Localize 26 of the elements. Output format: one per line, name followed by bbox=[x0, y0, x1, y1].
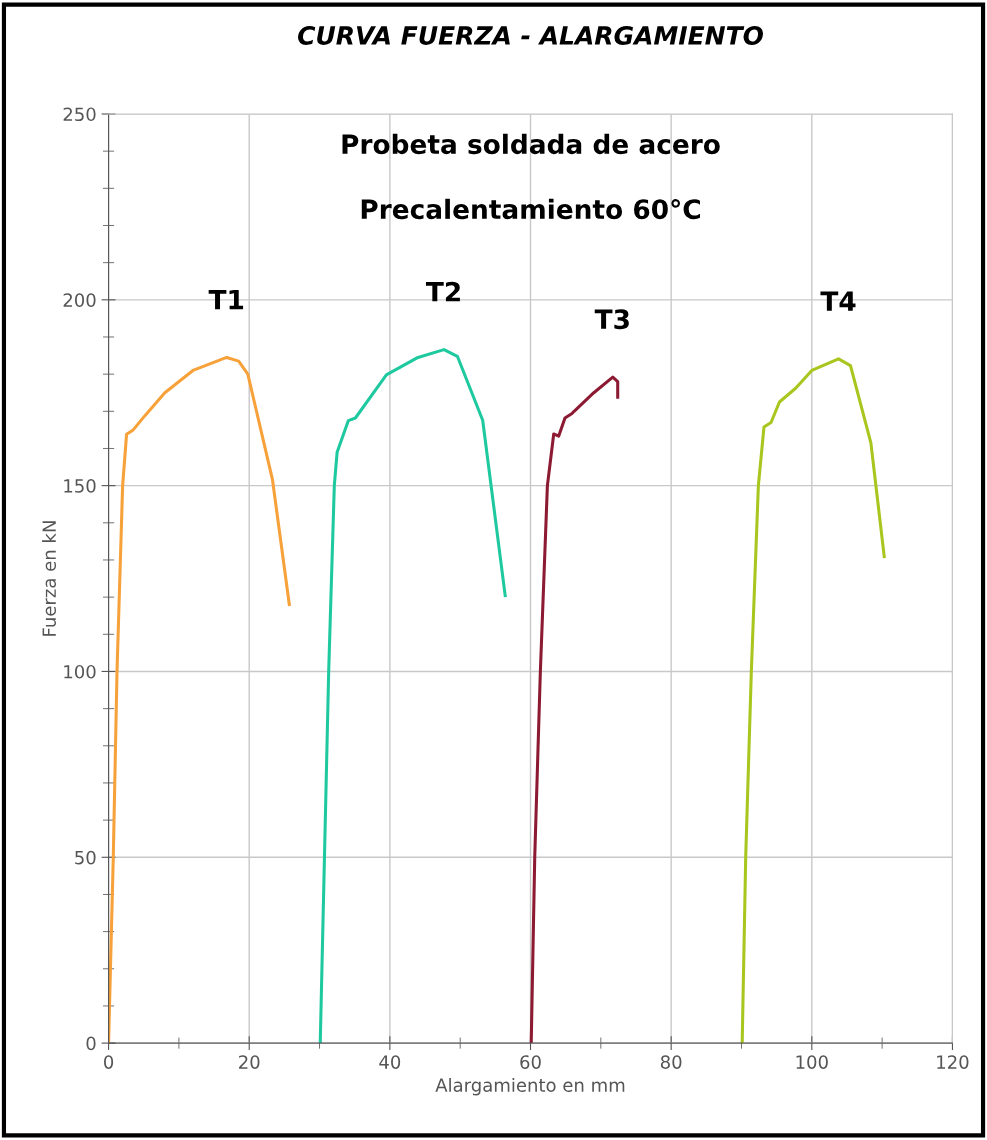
y-tick-label: 200 bbox=[63, 293, 96, 307]
series-label: T4 bbox=[820, 291, 856, 311]
x-tick-label: 80 bbox=[660, 1055, 682, 1069]
y-axis-title: Fuerza en kN bbox=[42, 521, 57, 636]
y-tick-label: 0 bbox=[86, 1036, 96, 1051]
line-series bbox=[529, 375, 620, 1044]
x-tick-label: 20 bbox=[239, 1055, 260, 1069]
x-axis-title: Alargamiento en mm bbox=[435, 1077, 625, 1096]
line-series bbox=[740, 357, 886, 1044]
y-tick-label: 50 bbox=[75, 850, 96, 865]
x-tick-label: 40 bbox=[379, 1055, 401, 1069]
y-tick-label: 150 bbox=[64, 479, 96, 493]
line-series bbox=[318, 348, 507, 1044]
x-tick-label: 100 bbox=[796, 1055, 828, 1069]
x-tick-label: 120 bbox=[937, 1055, 969, 1069]
y-tick-label: 100 bbox=[64, 664, 96, 679]
y-tick-label: 250 bbox=[63, 107, 96, 122]
x-tick-label: 0 bbox=[104, 1055, 114, 1069]
series-label: T3 bbox=[594, 309, 629, 330]
annotation: Precalentamiento 60°C bbox=[361, 198, 700, 220]
annotation: Probeta soldada de acero bbox=[342, 133, 720, 155]
series-label: T2 bbox=[425, 281, 460, 302]
series-label: T1 bbox=[208, 289, 244, 310]
line-series bbox=[108, 355, 291, 1044]
chart-title: CURVA FUERZA - ALARGAMIENTO bbox=[298, 26, 764, 45]
x-tick-label: 60 bbox=[520, 1055, 541, 1069]
